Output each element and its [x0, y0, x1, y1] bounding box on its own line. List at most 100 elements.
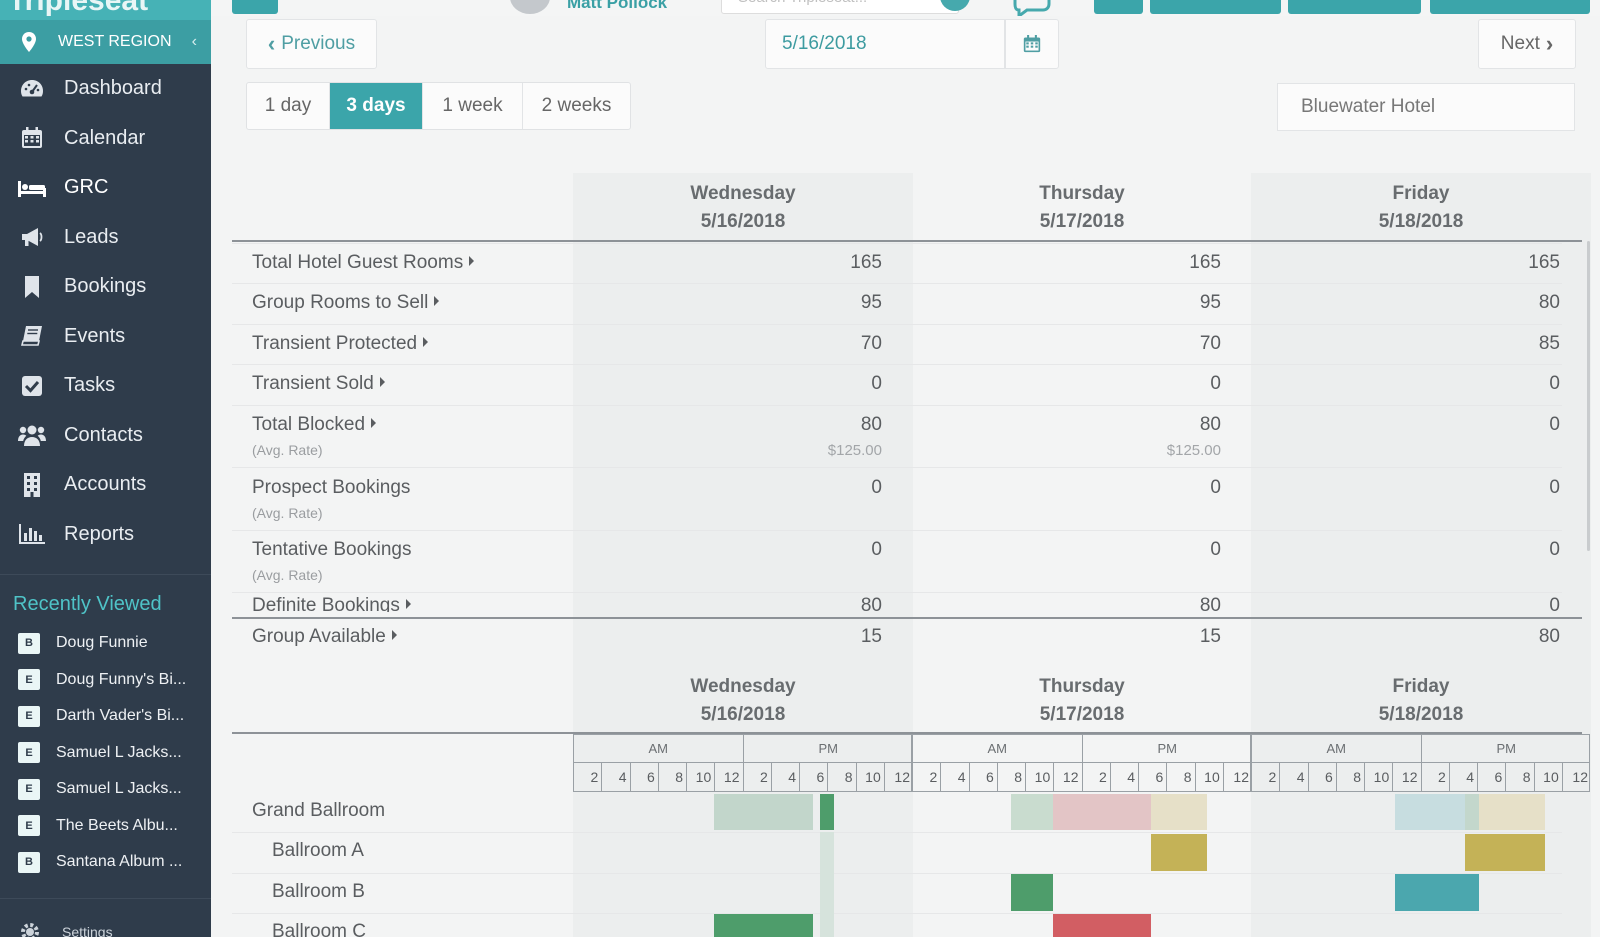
room-row[interactable]	[232, 873, 1562, 913]
event-block[interactable]	[1395, 794, 1465, 830]
new-event-button[interactable]	[1288, 0, 1421, 14]
event-block[interactable]	[1011, 874, 1053, 911]
caret-right-icon	[423, 337, 429, 347]
event-block[interactable]	[1053, 914, 1151, 937]
new-booking-button[interactable]	[1430, 0, 1590, 14]
event-block[interactable]	[1395, 874, 1479, 911]
hour-tick: 12	[715, 763, 744, 791]
day-header: Wednesday 5/16/2018	[573, 673, 913, 729]
table-row[interactable]: Group Rooms to Sell 95 95 80	[232, 283, 1562, 324]
region-selector[interactable]: WEST REGION ‹	[0, 20, 211, 64]
hour-tick: 2	[574, 763, 603, 791]
sidebar-item-reports[interactable]: Reports	[0, 510, 211, 560]
event-block[interactable]	[1011, 794, 1053, 830]
row-label-text: Definite Bookings	[252, 595, 400, 612]
hour-tick: 8	[998, 763, 1026, 791]
table-row[interactable]: Definite Bookings 80 80 0	[232, 592, 1562, 612]
row-label-text: Transient Sold	[252, 373, 374, 394]
event-block[interactable]	[1479, 794, 1545, 830]
sidebar-item-contacts[interactable]: Contacts	[0, 411, 211, 461]
day-header: Friday 5/18/2018	[1251, 180, 1591, 236]
table-cell: 80	[860, 595, 882, 612]
grc-view: ‹ Previous 5/16/2018 Next › 1 day 3 days…	[211, 16, 1600, 937]
brand-bar[interactable]: Tripleseat	[0, 0, 211, 20]
menu-toggle-button[interactable]	[232, 0, 278, 14]
avatar[interactable]	[510, 0, 550, 14]
user-name[interactable]: Matt Pollock	[567, 0, 668, 12]
next-button[interactable]: Next ›	[1478, 19, 1576, 69]
room-row[interactable]	[232, 792, 1562, 832]
table-row[interactable]: Total Hotel Guest Rooms 165 165 165	[232, 243, 1562, 283]
previous-button[interactable]: ‹ Previous	[246, 19, 377, 69]
event-block[interactable]	[820, 794, 834, 830]
sidebar-item-tasks[interactable]: Tasks	[0, 361, 211, 411]
recent-item[interactable]: E The Beets Albu...	[0, 808, 211, 845]
tab-2-weeks[interactable]: 2 weeks	[541, 95, 612, 116]
row-label: Transient Sold	[252, 373, 385, 395]
recent-item[interactable]: E Darth Vader's Bi...	[0, 698, 211, 735]
chevron-left-icon: ‹	[267, 31, 276, 56]
table-row[interactable]: Tentative Bookings (Avg. Rate) 0 0 0	[232, 530, 1562, 592]
chevron-left-icon[interactable]: ‹	[191, 33, 197, 50]
day-weekday: Wednesday	[690, 676, 796, 697]
recent-item[interactable]: E Samuel L Jacks...	[0, 735, 211, 772]
event-block[interactable]	[1151, 794, 1207, 830]
row-label: Transient Protected	[252, 333, 429, 355]
row-label-text: Prospect Bookings	[252, 477, 411, 498]
row-label-text: Total Hotel Guest Rooms	[252, 252, 464, 273]
sidebar-item-accounts[interactable]: Accounts	[0, 460, 211, 510]
sidebar-item-events[interactable]: Events	[0, 312, 211, 362]
dashboard-icon	[18, 77, 46, 101]
event-block[interactable]	[1053, 794, 1151, 830]
hour-tick: 2	[1252, 763, 1281, 791]
table-row[interactable]: Group Available 15 15 80	[232, 619, 1562, 659]
hour-tick: 6	[631, 763, 659, 791]
chat-icon[interactable]	[1013, 0, 1051, 16]
sidebar-item-calendar[interactable]: Calendar	[0, 114, 211, 164]
sidebar-item-settings[interactable]: Settings	[20, 922, 113, 937]
recent-item[interactable]: E Doug Funny's Bi...	[0, 662, 211, 699]
recent-item[interactable]: E Samuel L Jacks...	[0, 771, 211, 808]
scrollbar[interactable]	[1587, 241, 1590, 551]
phone-icon[interactable]	[939, 0, 971, 14]
sidebar-item-grc[interactable]: GRC	[0, 163, 211, 213]
hotel-selector[interactable]: Bluewater Hotel	[1277, 83, 1575, 131]
recent-item[interactable]: B Santana Album ...	[0, 844, 211, 881]
hour-tick: 2	[744, 763, 772, 791]
sidebar-divider	[0, 898, 211, 899]
table-cell: 95	[860, 292, 882, 313]
am-label: AM	[913, 735, 1083, 762]
booking-badge: B	[18, 632, 40, 654]
date-field[interactable]: 5/16/2018	[765, 19, 1005, 69]
recent-item[interactable]: B Doug Funnie	[0, 625, 211, 662]
table-row[interactable]: Transient Protected 70 70 85	[232, 324, 1562, 364]
room-label: Ballroom B	[272, 881, 365, 902]
date-picker-button[interactable]	[1005, 19, 1059, 69]
room-row[interactable]	[232, 913, 1562, 937]
tab-1-week[interactable]: 1 week	[423, 83, 523, 129]
table-cell: 0	[1210, 373, 1221, 394]
sidebar-item-bookings[interactable]: Bookings	[0, 262, 211, 312]
tab-1-day[interactable]: 1 day	[247, 83, 330, 129]
event-block[interactable]	[1465, 834, 1545, 871]
caret-right-icon	[469, 256, 475, 266]
table-row[interactable]: Total Blocked (Avg. Rate) 80 80 0 $125.0…	[232, 405, 1562, 467]
tab-3-days[interactable]: 3 days	[330, 83, 423, 129]
table-cell: 95	[1199, 292, 1221, 313]
row-label-text: Total Blocked	[252, 414, 366, 435]
table-row[interactable]: Transient Sold 0 0 0	[232, 364, 1562, 405]
sidebar-item-dashboard[interactable]: Dashboard	[0, 64, 211, 114]
event-block[interactable]	[714, 914, 813, 937]
event-block[interactable]	[1465, 794, 1479, 830]
room-row[interactable]	[232, 832, 1562, 873]
new-lead-button[interactable]	[1150, 0, 1281, 14]
event-block[interactable]	[820, 832, 834, 937]
help-button[interactable]	[1094, 0, 1143, 14]
hour-tick: 8	[1167, 763, 1196, 791]
event-block[interactable]	[1151, 834, 1207, 871]
search-input[interactable]: Search Tripleseat...	[721, 0, 959, 14]
table-cell: 15	[1199, 626, 1221, 647]
sidebar-item-leads[interactable]: Leads	[0, 213, 211, 263]
event-block[interactable]	[714, 794, 813, 830]
table-row[interactable]: Prospect Bookings (Avg. Rate) 0 0 0	[232, 467, 1562, 530]
